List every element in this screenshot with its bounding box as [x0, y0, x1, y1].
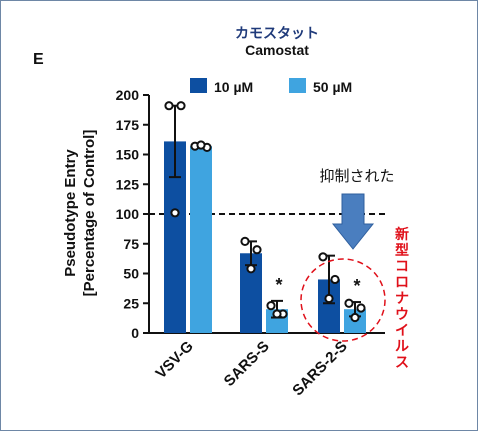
data-point	[164, 101, 174, 111]
points-layer	[164, 101, 366, 323]
annotation-new-coronavirus: 新型コロナウイルス	[395, 226, 409, 371]
x-axis-tick-labels: VSV-G SARS-S SARS-2-S	[152, 338, 350, 400]
y-tick-label: 125	[116, 176, 140, 192]
y-axis-ticks: 0 25 50 75 100 125 150 175 200	[116, 87, 149, 341]
bars-layer	[164, 141, 366, 333]
x-tick-label: VSV-G	[152, 338, 196, 382]
data-point	[266, 301, 276, 311]
bar	[164, 141, 186, 333]
y-tick-label: 0	[131, 325, 139, 341]
highlight-circle	[300, 258, 386, 342]
down-arrow-icon	[331, 193, 375, 250]
y-tick-label: 75	[123, 236, 139, 252]
y-axis-title-line1: Pseudotype Entry	[62, 149, 79, 277]
bar	[318, 279, 340, 333]
data-point	[196, 140, 206, 150]
data-point	[356, 303, 366, 313]
data-point	[176, 101, 186, 111]
data-point	[350, 312, 360, 323]
legend-label-50uM: 50 µM	[313, 79, 352, 95]
y-tick-label: 150	[116, 147, 140, 163]
data-point	[344, 298, 354, 308]
y-tick-label: 175	[116, 117, 140, 133]
significance-asterisk: *	[353, 276, 360, 296]
panel-label: E	[33, 51, 44, 68]
y-tick-label: 100	[116, 206, 140, 222]
bar	[240, 253, 262, 333]
legend-label-10uM: 10 µM	[214, 79, 253, 95]
data-point	[246, 264, 256, 274]
drug-name-jp: カモスタット	[235, 26, 319, 42]
data-point	[170, 208, 180, 218]
y-tick-label: 50	[123, 266, 139, 282]
data-point	[330, 274, 340, 285]
y-axis-title-line2: [Percentage of Control]	[81, 130, 98, 297]
significance-layer: * *	[275, 275, 360, 296]
annotation-suppressed: 抑制された	[319, 167, 394, 185]
legend-swatch-10uM	[190, 78, 207, 93]
significance-asterisk: *	[275, 275, 282, 295]
drug-name-en: Camostat	[245, 42, 309, 58]
data-point	[272, 309, 282, 319]
data-point	[324, 293, 334, 304]
x-tick-label: SARS-2-S	[289, 338, 351, 400]
y-axis-title: Pseudotype Entry [Percentage of Control]	[62, 130, 98, 297]
bar	[190, 146, 212, 333]
y-tick-label: 25	[123, 295, 139, 311]
data-point	[318, 252, 328, 262]
y-tick-label: 200	[116, 87, 140, 103]
x-tick-label: SARS-S	[221, 338, 273, 390]
legend-swatch-50uM	[289, 78, 306, 93]
data-point	[240, 236, 250, 246]
legend: 10 µM 50 µM	[190, 78, 352, 95]
data-point	[252, 245, 262, 255]
